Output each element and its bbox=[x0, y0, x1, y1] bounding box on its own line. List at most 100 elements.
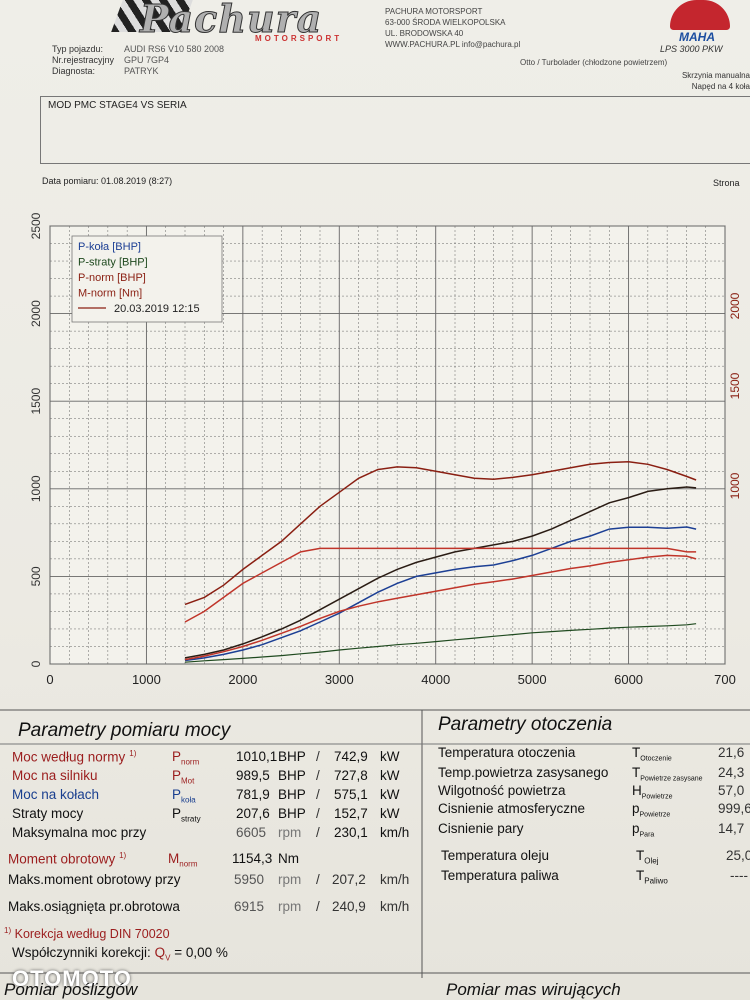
maha-badge-icon bbox=[670, 0, 730, 30]
engine-type: Otto / Turbolader (chłodzone powietrzem) bbox=[520, 58, 668, 67]
y-right-tick-label: 1500 bbox=[728, 372, 742, 399]
env-row-symbol: pPara bbox=[632, 821, 654, 839]
slash: / bbox=[316, 825, 320, 840]
fuel-symbol-sub: Paliwo bbox=[644, 876, 668, 886]
torque-rpm-label: Maks.moment obrotowy przy bbox=[8, 872, 181, 887]
correction-note: 1) Korekcja według DIN 70020 bbox=[4, 926, 170, 941]
correction-coef: Współczynniki korekcji: QV = 0,00 % bbox=[12, 945, 228, 963]
env-row-label: Cisnienie pary bbox=[438, 821, 524, 836]
fuel-temp-symbol: TPaliwo bbox=[636, 868, 668, 886]
max-speed-unit: km/h bbox=[380, 899, 410, 914]
power-row-unit-1: BHP bbox=[278, 749, 306, 764]
max-rpm-unit: rpm bbox=[278, 899, 302, 914]
power-symbol-main: P bbox=[172, 806, 182, 821]
env-symbol-sub: Para bbox=[639, 831, 655, 839]
power-row-value-2: 575,1 bbox=[334, 787, 368, 802]
torque-symbol-main: M bbox=[168, 851, 180, 866]
legend-label: P-straty [BHP] bbox=[78, 257, 148, 269]
env-row-value: 24,3 bbox=[718, 765, 745, 780]
env-symbol-sub: Powietrze bbox=[639, 811, 671, 819]
oil-temp-label: Temperatura oleju bbox=[441, 848, 550, 863]
power-row-label: Moc na silniku bbox=[12, 768, 98, 783]
power-row-unit-1: BHP bbox=[278, 806, 306, 821]
power-row-unit-1: rpm bbox=[278, 825, 302, 840]
maha-logo: MAHA LPS 3000 PKW bbox=[660, 0, 745, 54]
x-tick-label: 4000 bbox=[421, 672, 450, 687]
torque-value: 1154,3 bbox=[232, 851, 273, 866]
address-line: PACHURA MOTORSPORT bbox=[385, 7, 483, 16]
address-line: 63-000 ŚRODA WIELKOPOLSKA bbox=[385, 18, 506, 27]
oil-symbol-main: T bbox=[636, 848, 645, 863]
power-row-value-2: 152,7 bbox=[334, 806, 368, 821]
max-speed-value: 240,9 bbox=[332, 899, 366, 914]
env-row-value: 21,6 bbox=[718, 745, 745, 760]
vehicle-row: Typ pojazdu: AUDI RS6 V10 580 2008 bbox=[52, 44, 224, 55]
series-line bbox=[184, 554, 697, 661]
env-row-value: 57,0 bbox=[718, 783, 745, 798]
coef-label: Współczynniki korekcji: bbox=[12, 945, 151, 960]
report-header: Pachura MOTORSPORT PACHURA MOTORSPORT 63… bbox=[0, 0, 750, 120]
power-row-symbol: Pnorm bbox=[172, 749, 199, 767]
vehicle-value: PATRYK bbox=[124, 66, 159, 76]
description-box bbox=[40, 96, 750, 164]
y-left-tick-label: 0 bbox=[29, 660, 43, 667]
dyno-chart: 0 1000 2000 3000 4000 5000 6000 700 0 500 1000 1500… bbox=[0, 196, 750, 696]
power-row-symbol: PMot bbox=[172, 768, 194, 786]
address-line: WWW.PACHURA.PL info@pachura.pl bbox=[385, 40, 521, 49]
power-symbol-main: P bbox=[172, 787, 182, 802]
vehicle-label: Typ pojazdu: bbox=[52, 44, 104, 54]
power-section-title: Parametry pomiaru mocy bbox=[18, 720, 231, 741]
torque-unit: Nm bbox=[278, 851, 299, 866]
slip-section-title: Pomiar poślizgów bbox=[4, 980, 138, 999]
env-symbol-sub: Powietrze zasysane bbox=[640, 775, 703, 783]
env-row-label: Cisnienie atmosferyczne bbox=[438, 801, 586, 816]
fuel-temp-label: Temperatura paliwa bbox=[441, 868, 559, 883]
torque-note: 1) bbox=[119, 851, 127, 860]
x-tick-label: 6000 bbox=[614, 672, 643, 687]
gearbox: Skrzynia manualna bbox=[681, 71, 750, 80]
drive-type: Napęd na 4 koła bbox=[691, 82, 750, 91]
env-row-label: Temperatura otoczenia bbox=[438, 745, 576, 760]
slash: / bbox=[316, 749, 320, 764]
vehicle-row: Diagnosta: PATRYK bbox=[52, 66, 224, 77]
power-row-label: Straty mocy bbox=[12, 806, 83, 821]
legend-label: P-koła [BHP] bbox=[78, 241, 141, 253]
torque-symbol-sub: norm bbox=[179, 859, 198, 869]
y-right-tick-label: 2000 bbox=[728, 292, 742, 319]
env-symbol-main: T bbox=[632, 745, 641, 760]
power-row-unit-2: kW bbox=[380, 768, 400, 783]
slash: / bbox=[316, 872, 320, 887]
env-row-label: Temp.powietrza zasysanego bbox=[438, 765, 609, 780]
power-symbol-sub: koła bbox=[181, 795, 196, 805]
torque-symbol: Mnorm bbox=[168, 851, 197, 869]
power-row-unit-1: BHP bbox=[278, 768, 306, 783]
x-tick-label: 2000 bbox=[228, 672, 257, 687]
series-line bbox=[184, 461, 697, 606]
measurement-date: Data pomiaru: 01.08.2019 (8:27) bbox=[42, 176, 173, 186]
env-symbol-main: p bbox=[632, 801, 640, 816]
x-tick-label: 5000 bbox=[518, 672, 547, 687]
power-symbol-main: P bbox=[172, 749, 182, 764]
env-symbol-main: p bbox=[632, 821, 640, 836]
power-row-symbol: Pstraty bbox=[172, 806, 201, 824]
max-rpm-label: Maks.osiągnięta pr.obrotowa bbox=[8, 899, 180, 914]
coef-symbol-sub: V bbox=[165, 953, 171, 963]
power-row-unit-1: BHP bbox=[278, 787, 306, 802]
power-row-unit-2: km/h bbox=[380, 825, 410, 840]
legend-label: 20.03.2019 12:15 bbox=[114, 303, 200, 315]
coef-value: = 0,00 % bbox=[174, 945, 228, 960]
slash: / bbox=[316, 787, 320, 802]
pachura-logo: Pachura MOTORSPORT bbox=[55, 0, 365, 48]
power-row-note: 1) bbox=[129, 749, 137, 758]
y-right-tick-label: 1000 bbox=[728, 472, 742, 499]
power-row-label-text: Moc według normy bbox=[12, 749, 126, 765]
address-line: UL. BRODOWSKA 40 bbox=[385, 29, 464, 38]
series-line bbox=[184, 623, 697, 663]
env-symbol-main: H bbox=[632, 783, 642, 798]
power-row-label: Moc na kołach bbox=[12, 787, 99, 802]
torque-speed-value: 207,2 bbox=[332, 872, 366, 887]
coef-symbol-main: Q bbox=[154, 945, 166, 960]
power-row-unit-2: kW bbox=[380, 749, 400, 764]
slash: / bbox=[316, 768, 320, 783]
env-symbol-main: T bbox=[632, 765, 641, 780]
